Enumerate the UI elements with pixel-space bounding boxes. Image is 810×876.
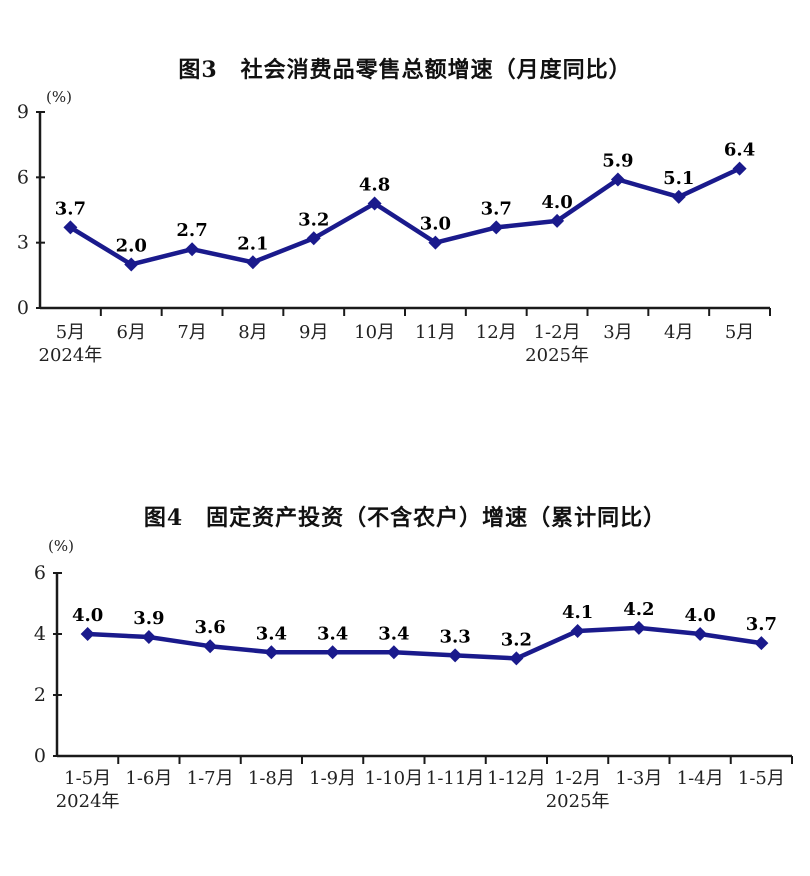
diamond-marker [124, 257, 139, 272]
y-tick-label: 3 [17, 232, 29, 254]
axes [36, 111, 771, 316]
data-label: 5.9 [602, 151, 633, 172]
series-line [85, 625, 764, 661]
y-tick-label: 4 [34, 623, 46, 645]
x-tick-label: 10月 [354, 322, 395, 343]
data-label: 3.4 [378, 623, 409, 644]
x-tick-label: 9月 [299, 322, 328, 343]
diamond-marker [141, 630, 156, 645]
diamond-marker [509, 651, 524, 666]
x-tick-label: 1-4月 [677, 768, 724, 789]
data-label: 3.7 [55, 198, 86, 219]
axes [53, 572, 793, 764]
x-tick-label: 11月 [415, 322, 456, 343]
x-tick-label: 1-6月 [125, 768, 172, 789]
y-tick-label: 0 [17, 297, 29, 319]
x-tick-label: 1-8月 [248, 768, 295, 789]
y-tick-label: 6 [17, 166, 29, 188]
x-tick-label: 1-5月 [64, 768, 111, 789]
data-label: 6.4 [724, 140, 755, 161]
x-axis-year-label: 2025年 [525, 345, 589, 366]
data-label: 3.2 [501, 629, 532, 650]
diamond-marker [671, 189, 686, 204]
data-label: 3.9 [133, 608, 164, 629]
data-label: 4.0 [72, 605, 103, 626]
y-tick-label: 6 [34, 562, 46, 584]
data-label: 3.4 [317, 623, 348, 644]
x-tick-label: 12月 [476, 322, 517, 343]
diamond-marker [203, 639, 218, 654]
data-label: 2.7 [176, 220, 207, 241]
x-tick-label: 1-2月 [534, 322, 581, 343]
diamond-marker [732, 161, 747, 176]
data-label: 4.8 [359, 174, 390, 195]
data-label: 4.0 [684, 605, 715, 626]
diamond-marker [693, 627, 708, 641]
x-tick-label: 6月 [117, 322, 146, 343]
diamond-marker [631, 620, 646, 635]
x-axis-year-label: 2024年 [56, 791, 120, 812]
y-tick-label: 9 [17, 101, 29, 123]
x-tick-label: 1-9月 [309, 768, 356, 789]
x-tick-label: 7月 [177, 322, 206, 343]
data-label: 4.0 [541, 192, 572, 213]
figure3-title: 图3 社会消费品零售总额增速（月度同比） [178, 57, 632, 83]
diamond-marker [610, 172, 625, 187]
diamond-marker [325, 645, 340, 660]
data-label: 3.0 [420, 214, 451, 235]
data-label: 3.7 [746, 614, 777, 635]
x-tick-label: 1-10月 [365, 768, 423, 789]
x-axis-year-label: 2024年 [39, 345, 103, 366]
diamond-marker [448, 648, 463, 663]
data-label: 3.7 [481, 198, 512, 219]
x-tick-label: 5月 [725, 322, 754, 343]
data-label: 2.1 [237, 233, 268, 254]
diamond-marker [570, 623, 585, 638]
x-tick-label: 1-3月 [615, 768, 662, 789]
data-label: 3.6 [194, 617, 225, 638]
diamond-marker [428, 235, 443, 250]
series-markers [63, 161, 747, 272]
data-label: 4.2 [623, 599, 654, 620]
data-label: 3.4 [256, 623, 287, 644]
series-markers [80, 620, 769, 666]
y-axis-unit-label: (%) [48, 537, 74, 555]
y-tick-label: 2 [34, 684, 46, 706]
x-tick-label: 3月 [603, 322, 632, 343]
data-label: 3.3 [439, 626, 470, 647]
diamond-marker [264, 645, 279, 660]
y-tick-label: 0 [34, 745, 46, 767]
x-tick-label: 1-7月 [187, 768, 234, 789]
x-tick-label: 1-5月 [738, 768, 785, 789]
diamond-marker [245, 255, 260, 270]
diamond-marker [550, 213, 565, 228]
data-label: 5.1 [663, 168, 694, 189]
series-line [68, 166, 742, 267]
x-tick-label: 4月 [664, 322, 693, 343]
x-tick-label: 5月 [56, 322, 85, 343]
x-tick-label: 8月 [238, 322, 267, 343]
data-label: 3.2 [298, 209, 329, 230]
x-tick-label: 1-2月 [554, 768, 601, 789]
x-axis-year-label: 2025年 [546, 791, 610, 812]
diamond-marker [80, 627, 95, 641]
y-axis-unit-label: (%) [46, 88, 72, 106]
diamond-marker [306, 231, 321, 246]
x-tick-label: 1-11月 [426, 768, 484, 789]
diamond-marker [386, 645, 401, 660]
diamond-marker [367, 196, 382, 211]
diamond-marker [489, 220, 504, 235]
x-tick-label: 1-12月 [487, 768, 545, 789]
data-label: 2.0 [116, 235, 147, 256]
figure4-title: 图4 固定资产投资（不含农户）增速（累计同比） [143, 505, 667, 531]
diamond-marker [63, 220, 78, 235]
diamond-marker [754, 636, 769, 651]
figure4-line-chart: (%) 0 2 4 6 1-5月 1-6月 1-7月 1-8月 1-9月 1-10月 1-11月 1-1… [34, 537, 793, 812]
data-label: 4.1 [562, 602, 593, 623]
diamond-marker [185, 242, 200, 257]
